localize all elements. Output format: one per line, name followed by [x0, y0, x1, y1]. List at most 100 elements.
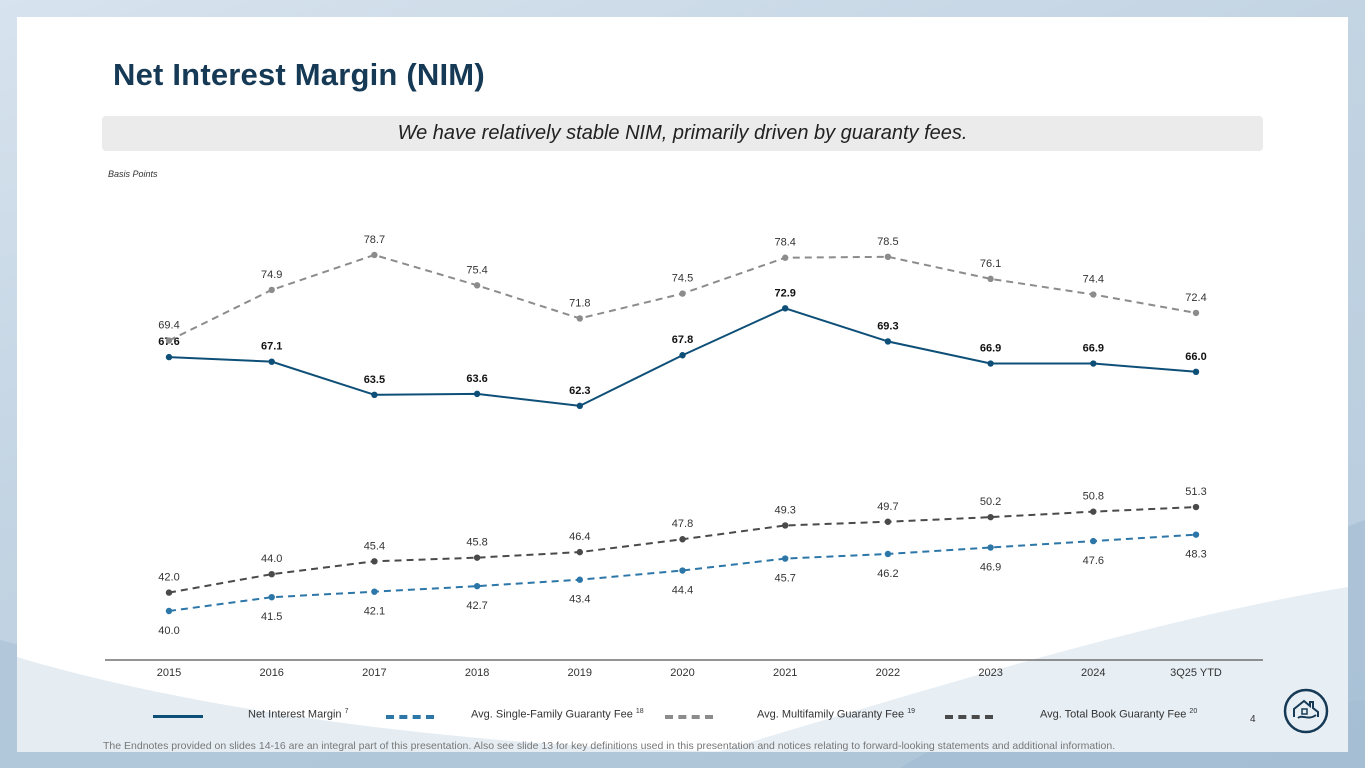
data-label-total_book: 49.3 [774, 504, 795, 516]
data-label-total_book: 45.4 [364, 540, 385, 552]
page-number: 4 [1250, 714, 1256, 725]
data-point-single_family [987, 544, 994, 551]
data-point-nim [679, 352, 686, 359]
headline-text: We have relatively stable NIM, primarily… [397, 122, 968, 144]
data-label-single_family: 47.6 [1083, 555, 1104, 567]
data-point-single_family [679, 567, 686, 574]
data-point-nim [1090, 360, 1097, 367]
data-point-multifamily [473, 282, 481, 289]
data-point-single_family [371, 588, 378, 595]
x-tick-label: 2019 [568, 667, 592, 679]
data-label-nim: 67.8 [672, 334, 693, 346]
data-point-total_book [782, 522, 789, 529]
data-label-single_family: 43.4 [569, 594, 590, 606]
x-tick-label: 2016 [259, 667, 283, 679]
data-point-multifamily [371, 251, 378, 259]
data-label-nim: 66.9 [1083, 343, 1104, 355]
data-point-single_family [268, 594, 275, 601]
data-point-total_book [679, 536, 686, 543]
legend-swatch-multifamily [665, 715, 713, 719]
data-point-single_family [782, 555, 789, 562]
data-label-multifamily: 74.4 [1083, 274, 1104, 286]
data-label-nim: 62.3 [569, 385, 590, 397]
data-point-single_family [165, 607, 173, 615]
data-label-nim: 67.1 [261, 341, 282, 353]
data-label-single_family: 42.7 [466, 600, 487, 612]
data-point-total_book [268, 571, 275, 578]
data-label-total_book: 49.7 [877, 501, 898, 513]
x-tick-label: 2017 [362, 667, 386, 679]
series-line-multifamily [168, 253, 1197, 342]
data-point-nim [371, 391, 378, 398]
data-point-multifamily [268, 286, 275, 294]
x-tick-label: 2020 [670, 667, 694, 679]
data-label-single_family: 42.1 [364, 606, 385, 618]
data-point-nim [165, 353, 173, 361]
data-label-total_book: 47.8 [672, 518, 693, 530]
data-label-single_family: 41.5 [261, 611, 282, 623]
data-point-total_book [1192, 503, 1200, 511]
data-point-single_family [1090, 537, 1097, 545]
data-label-single_family: 40.0 [158, 625, 179, 637]
data-label-total_book: 50.2 [980, 496, 1001, 508]
legend-label-multifamily: Avg. Multifamily Guaranty Fee 19 [757, 708, 915, 721]
data-point-multifamily [576, 315, 583, 322]
data-point-single_family [1192, 531, 1200, 538]
data-label-nim: 72.9 [774, 287, 795, 299]
legend-label-nim: Net Interest Margin 7 [248, 708, 349, 721]
legend-label-total-book: Avg. Total Book Guaranty Fee 20 [1040, 708, 1198, 721]
data-label-single_family: 46.9 [980, 562, 1001, 574]
data-label-nim: 63.5 [364, 374, 385, 386]
data-label-multifamily: 78.5 [877, 236, 898, 248]
y-units-label: Basis Points [108, 169, 158, 179]
data-label-nim: 69.3 [877, 320, 898, 332]
data-label-multifamily: 78.4 [774, 237, 795, 249]
data-label-nim: 66.9 [980, 343, 1001, 355]
legend-swatch-total-book [945, 715, 993, 719]
series-line-single_family [168, 533, 1197, 612]
page-title: Net Interest Margin (NIM) [113, 57, 485, 92]
nim-line-chart: 2015 2016 2017 2018 2019 2020 2021 2022 2023 2024… [105, 234, 1263, 679]
data-point-nim [473, 390, 481, 398]
x-tick-label: 2018 [465, 667, 489, 679]
data-label-multifamily: 71.8 [569, 297, 590, 309]
data-point-total_book [987, 513, 994, 521]
data-point-multifamily [884, 253, 892, 260]
legend-swatch-single-family [386, 715, 434, 719]
data-label-total_book: 45.8 [466, 537, 487, 549]
slide: Net Interest Margin (NIM) We have relati… [17, 17, 1348, 752]
data-label-single_family: 48.3 [1185, 549, 1206, 561]
data-label-multifamily: 76.1 [980, 258, 1001, 270]
data-label-total_book: 50.8 [1083, 491, 1104, 503]
data-point-nim [884, 338, 892, 345]
data-point-multifamily [987, 275, 994, 283]
legend-label-single-family: Avg. Single-Family Guaranty Fee 18 [471, 708, 644, 721]
data-point-nim [576, 402, 583, 410]
data-point-nim [987, 360, 994, 367]
data-point-nim [268, 358, 275, 365]
data-label-nim: 63.6 [466, 373, 487, 385]
data-label-multifamily: 78.7 [364, 234, 385, 246]
data-label-multifamily: 74.9 [261, 269, 282, 281]
data-label-single_family: 45.7 [774, 573, 795, 585]
data-point-single_family [473, 582, 481, 590]
data-label-multifamily: 75.4 [466, 264, 487, 276]
data-point-nim [1192, 368, 1200, 375]
data-label-multifamily: 72.4 [1185, 292, 1206, 304]
legend-swatch-nim [153, 715, 203, 718]
data-label-nim: 66.0 [1185, 351, 1206, 363]
x-tick-label: 2024 [1081, 667, 1105, 679]
headline-banner: We have relatively stable NIM, primarily… [102, 116, 1263, 151]
data-point-total_book [165, 589, 173, 596]
x-tick-label: 2022 [876, 667, 900, 679]
data-point-total_book [473, 554, 481, 561]
data-point-total_book [884, 518, 892, 525]
footnote: The Endnotes provided on slides 14-16 ar… [103, 740, 1116, 752]
company-logo-icon [1283, 688, 1329, 734]
data-point-nim [782, 305, 789, 312]
x-tick-label: 2015 [157, 667, 181, 679]
data-point-multifamily [1192, 309, 1200, 317]
data-label-multifamily: 69.4 [158, 320, 179, 332]
data-point-total_book [576, 548, 583, 556]
data-label-single_family: 46.2 [877, 568, 898, 580]
